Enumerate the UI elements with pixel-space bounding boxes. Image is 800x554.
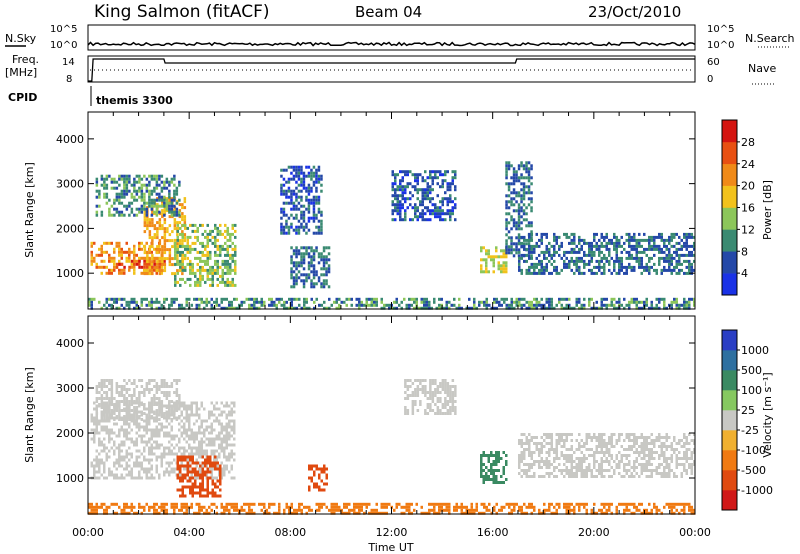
power-axes: 1000 2000 3000 4000 xyxy=(56,112,696,309)
y-tick-label: 3000 xyxy=(56,382,84,395)
velocity-heatmap xyxy=(88,379,696,515)
colorbar-tick-label: 12 xyxy=(741,223,755,236)
y-tick-label: 1000 xyxy=(56,267,84,280)
nsearch-label: N.Search xyxy=(745,32,795,45)
colorbar-swatch xyxy=(722,350,737,371)
nave-label: Nave xyxy=(748,62,776,75)
y-tick-label: 4000 xyxy=(56,133,84,146)
power-colorbar: 4 8 12 16 20 24 28 xyxy=(721,119,755,296)
heatmap-region-5 xyxy=(480,451,508,484)
colorbar-tick-label: 25 xyxy=(741,404,755,417)
nsearch-tick-bottom: 10^0 xyxy=(707,40,734,51)
nave-tick-bottom: 0 xyxy=(707,74,713,85)
colorbar-tick-label: 500 xyxy=(741,364,762,377)
colorbar-tick-label: -1000 xyxy=(741,484,773,497)
colorbar-tick-label: 4 xyxy=(741,267,748,280)
x-axis-label: Time UT xyxy=(367,541,413,554)
colorbar-swatch xyxy=(722,185,737,208)
nsearch-tick-top: 10^5 xyxy=(707,24,734,35)
site-title: King Salmon (fitACF) xyxy=(94,2,270,22)
x-tick-label: 00:00 xyxy=(72,526,104,539)
y-tick-label: 4000 xyxy=(56,337,84,350)
colorbar-swatch xyxy=(722,229,737,252)
freq-label-line2: [MHz] xyxy=(5,66,37,79)
nsky-label: N.Sky xyxy=(5,32,37,45)
freq-tick-top: 14 xyxy=(62,57,75,68)
velocity-axes: 1000 2000 3000 4000 xyxy=(56,316,696,514)
freq-panel-frame xyxy=(87,55,696,83)
heatmap-region-3 xyxy=(308,464,328,492)
colorbar-tick-label: 28 xyxy=(741,136,755,149)
velocity-y-label: Slant Range [km] xyxy=(23,367,36,463)
colorbar-swatch xyxy=(722,120,737,143)
nsky-tick-bottom: 10^0 xyxy=(50,40,77,51)
y-tick-label: 3000 xyxy=(56,178,84,191)
heatmap-region-6 xyxy=(518,433,696,478)
x-tick-label: 20:00 xyxy=(578,526,610,539)
colorbar-tick-label: -100 xyxy=(741,444,766,457)
colorbar-swatch xyxy=(722,273,737,296)
heatmap-region-4 xyxy=(95,174,181,217)
heatmap-region-4 xyxy=(404,379,457,415)
heatmap-region-5 xyxy=(290,246,331,289)
y-tick-label: 2000 xyxy=(56,222,84,235)
colorbar-tick-label: -500 xyxy=(741,464,766,477)
freq-label-line1: Freq. xyxy=(12,53,39,66)
heatmap-region-10 xyxy=(518,232,696,275)
colorbar-tick-label: -25 xyxy=(741,424,759,437)
colorbar-tick-label: 16 xyxy=(741,202,755,215)
heatmap-region-1 xyxy=(176,455,222,498)
colorbar-swatch xyxy=(722,207,737,230)
heatmap-region-11 xyxy=(88,297,696,310)
colorbar-tick-label: 100 xyxy=(741,384,762,397)
heatmap-region-2 xyxy=(95,379,181,421)
freq-trace xyxy=(88,58,695,82)
beam-title: Beam 04 xyxy=(355,3,422,21)
power-y-label: Slant Range [km] xyxy=(23,162,36,258)
colorbar-tick-label: 24 xyxy=(741,158,755,171)
velocity-colorbar: 1000 500 100 25 -25 -100 -500 -1000 xyxy=(721,329,773,511)
y-tick-label: 2000 xyxy=(56,427,84,440)
colorbar-swatch xyxy=(722,490,737,511)
nsky-line xyxy=(87,41,696,47)
colorbar-swatch xyxy=(722,163,737,186)
cpid-value: themis 3300 xyxy=(96,94,173,107)
colorbar-swatch xyxy=(722,430,737,451)
colorbar-swatch xyxy=(722,370,737,391)
heatmap-region-6 xyxy=(280,165,323,235)
colorbar-swatch xyxy=(722,390,737,411)
power-heatmap xyxy=(88,161,696,310)
nsky-trace xyxy=(87,41,696,47)
nsky-panel-frame xyxy=(87,24,696,51)
colorbar-swatch xyxy=(722,141,737,165)
x-tick-label: 00:00 xyxy=(679,526,711,539)
x-tick-label: 12:00 xyxy=(376,526,408,539)
colorbar-swatch xyxy=(722,251,737,274)
x-tick-label: 16:00 xyxy=(477,526,509,539)
x-tick-label: 04:00 xyxy=(173,526,205,539)
date-title: 23/Oct/2010 xyxy=(588,3,681,21)
y-tick-label: 1000 xyxy=(56,472,84,485)
colorbar-swatch xyxy=(722,470,737,491)
colorbar-swatch xyxy=(722,450,737,471)
colorbar-tick-label: 8 xyxy=(741,245,748,258)
heatmap-region-3 xyxy=(174,223,237,287)
heatmap-region-8 xyxy=(480,246,508,274)
colorbar-tick-label: 20 xyxy=(741,180,755,193)
colorbar-tick-label: 1000 xyxy=(741,344,769,357)
x-tick-labels: 00:00 04:00 08:00 12:00 16:00 20:00 00:00 xyxy=(72,526,711,539)
heatmap-region-7 xyxy=(391,170,457,222)
nave-tick-top: 60 xyxy=(707,57,720,68)
nsky-tick-top: 10^5 xyxy=(50,24,77,35)
velocity-colorbar-label: Velocity [m s⁻¹] xyxy=(761,372,774,457)
colorbar-swatch xyxy=(722,410,737,431)
heatmap-region-7 xyxy=(88,502,696,515)
colorbar-swatch xyxy=(722,330,737,351)
power-colorbar-label: Power [dB] xyxy=(761,180,774,240)
freq-tick-bottom: 8 xyxy=(66,74,72,85)
cpid-label: CPID xyxy=(8,91,37,104)
x-tick-label: 08:00 xyxy=(274,526,306,539)
